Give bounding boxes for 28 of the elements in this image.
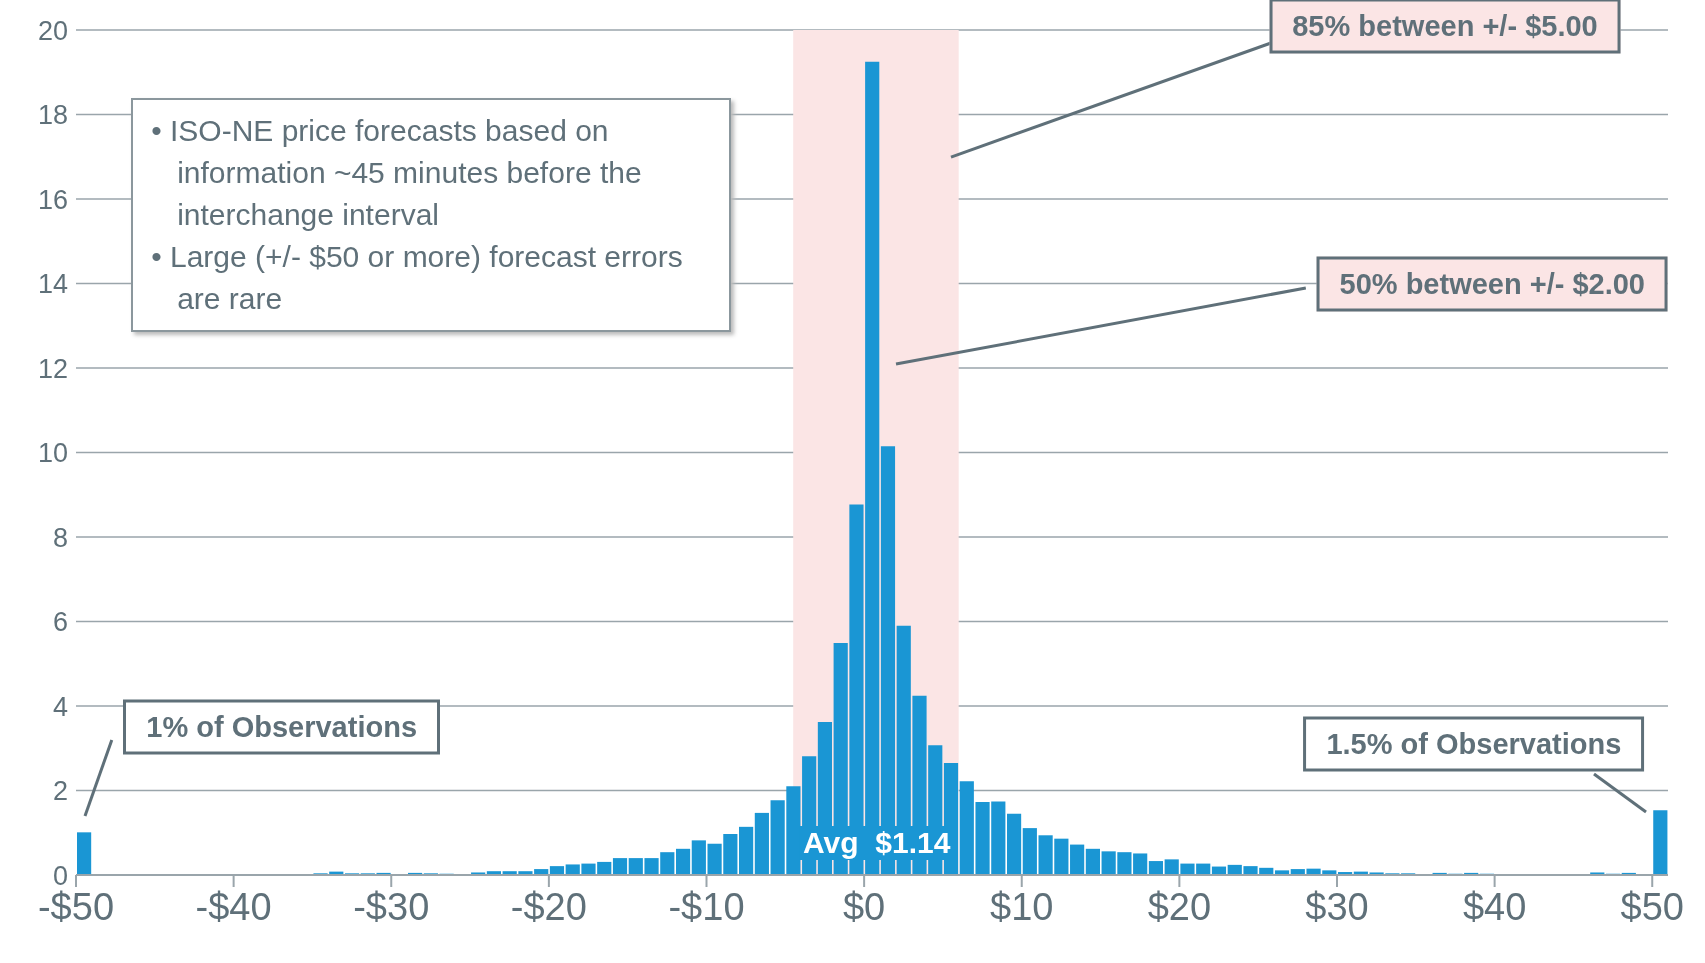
y-tick-label: 2: [52, 776, 68, 807]
y-tick-label: 14: [37, 269, 68, 300]
y-tick-label: 10: [37, 438, 68, 469]
y-tick-label: 12: [37, 353, 68, 384]
y-tick-label: 16: [37, 184, 68, 215]
x-tick-label: -$30: [353, 885, 430, 928]
x-tick-label: $40: [1462, 885, 1527, 928]
x-tick-label: $0: [842, 885, 886, 928]
y-tick-label: 20: [37, 15, 68, 46]
x-tick-label: -$10: [668, 885, 745, 928]
annotation: 85% between +/- $5.00: [1269, 0, 1621, 54]
annotation: 1% of Observations: [123, 699, 441, 755]
y-tick-label: 8: [52, 522, 68, 553]
annotation: Avg $1.14: [799, 826, 955, 861]
y-tick-label: 18: [37, 100, 68, 131]
text-box: • ISO-NE price forecasts based on information ~45 minutes before the interchange interval • Large (+/- $50 or more) forecast errors are rare: [131, 97, 732, 332]
annotation: • ISO-NE price forecasts based on information ~45 minutes before the interchange interval: [151, 112, 643, 233]
annotation: 1.5% of Observations: [1303, 716, 1645, 772]
x-tick-label: $10: [990, 885, 1054, 928]
y-tick-label: 6: [52, 607, 68, 638]
x-tick-label: $20: [1147, 885, 1212, 928]
x-tick-label: $30: [1305, 885, 1369, 928]
x-tick-label: -$20: [510, 885, 587, 928]
annotation: 50% between +/- $2.00: [1316, 256, 1668, 311]
x-tick-label: $50: [1620, 885, 1684, 928]
annotation: • Large (+/- $50 or more) forecast errors are rare: [151, 238, 684, 317]
x-tick-label: -$40: [195, 885, 272, 928]
y-tick-label: 4: [52, 691, 68, 722]
